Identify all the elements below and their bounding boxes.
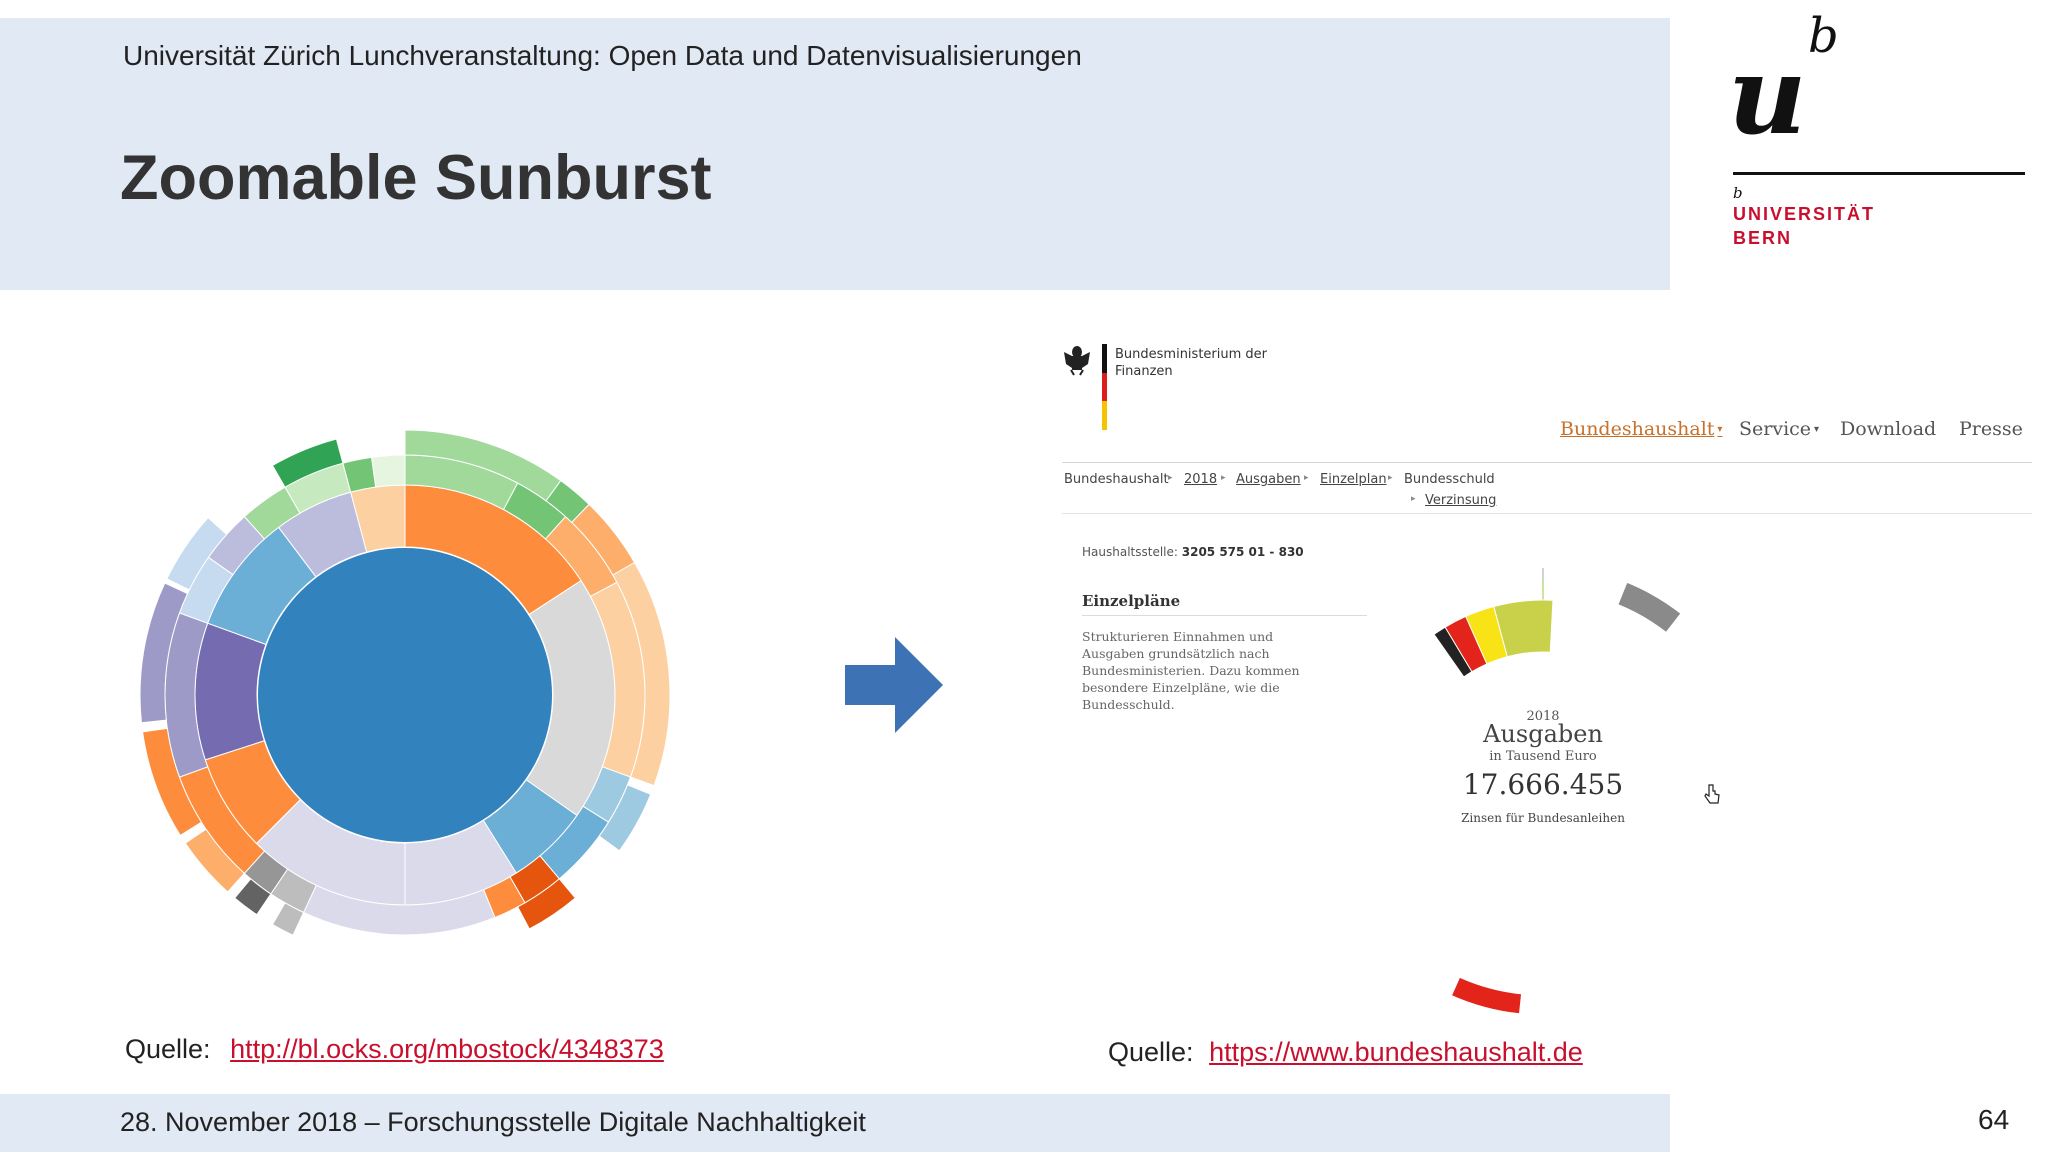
sunburst-ring3-segment [598, 784, 652, 852]
federal-eagle-icon [1064, 346, 1090, 376]
logo-mark-b: b [1808, 8, 1839, 64]
source-right-label: Quelle: [1108, 1037, 1194, 1067]
haushaltsstelle-label: Haushaltsstelle: [1082, 545, 1178, 559]
donut-outer-dark-segment [1617, 581, 1682, 634]
bundeshaushalt-screenshot: Bundesministerium der Finanzen Bundeshau… [1058, 330, 2038, 1020]
breadcrumb-item-4: Bundesschuld [1404, 472, 1495, 487]
logo-mark-u: u [1728, 33, 1807, 159]
logo-rule [1733, 172, 2025, 175]
ministry-name: Bundesministerium der Finanzen [1115, 347, 1268, 379]
breadcrumb-item-5[interactable]: Verzinsung [1425, 493, 1497, 508]
donut-center-caption: Zinsen für Bundesanleihen [1461, 811, 1625, 825]
haushaltsstelle-value: 3205 575 01 - 830 [1181, 545, 1304, 559]
slide-subtitle: Universität Zürich Lunchveranstaltung: O… [123, 40, 1082, 71]
breadcrumb-separator-icon: ▸ [1388, 473, 1393, 483]
nav-item-0[interactable]: Bundeshaushalt ▾ [1560, 418, 1722, 440]
header-band [0, 18, 1670, 290]
sunburst-ring3-segment [612, 561, 671, 787]
haushaltsstelle: Haushaltsstelle: 3205 575 01 - 830 [1082, 545, 1304, 559]
caret-down-icon: ▾ [1814, 424, 1820, 435]
footer-band [0, 1094, 1670, 1152]
donut-center-unit: in Tausend Euro [1489, 749, 1597, 764]
source-right-link[interactable]: https://www.bundeshaushalt.de [1209, 1037, 1583, 1067]
einzelplaene-heading: Einzelpläne [1082, 592, 1181, 610]
source-left: Quelle: http://bl.ocks.org/mbostock/4348… [125, 1034, 664, 1065]
breadcrumb-item-0: Bundeshaushalt [1064, 472, 1169, 487]
donut-center-value: 17.666.455 [1463, 768, 1623, 801]
source-right: Quelle: https://www.bundeshaushalt.de [1108, 1037, 1583, 1068]
source-left-label: Quelle: [125, 1034, 211, 1064]
german-flag-bar [1102, 344, 1107, 430]
sunburst-center [258, 548, 552, 842]
sunburst-ring3-segment [184, 828, 246, 893]
nav-item-1[interactable]: Service ▾ [1739, 418, 1819, 440]
breadcrumb-divider [1062, 513, 2032, 514]
zoomable-sunburst-image [139, 429, 671, 936]
nav-divider [1062, 462, 2032, 463]
nav-item-label: Service [1739, 418, 1812, 440]
einzelplaene-description: Strukturieren Einnahmen und Ausgaben gru… [1082, 629, 1300, 712]
sunburst-ring3-segment [516, 878, 577, 930]
breadcrumb-item-1[interactable]: 2018 [1184, 472, 1218, 487]
nav-item-3[interactable]: Presse [1959, 418, 2023, 440]
slide-title: Zoomable Sunburst [120, 143, 712, 213]
nav-item-2[interactable]: Download [1840, 418, 1936, 440]
donut-hole [1406, 653, 1680, 927]
sunburst-ring3-segment [271, 902, 305, 936]
source-left-link[interactable]: http://bl.ocks.org/mbostock/4348373 [230, 1034, 664, 1064]
logo-small-b: b [1733, 184, 1743, 202]
donut-segment-olive [1493, 599, 1554, 658]
breadcrumb-separator-icon: ▸ [1304, 473, 1309, 483]
page-number: 64 [1978, 1104, 2010, 1135]
caret-down-icon: ▾ [1717, 424, 1723, 435]
breadcrumb-item-3[interactable]: Einzelplan [1320, 472, 1387, 487]
sunburst-ring3-segment [139, 582, 189, 724]
logo-word-universitaet: UNIVERSITÄT [1733, 204, 1876, 224]
donut-outer-red-segment [1450, 976, 1523, 1015]
footer-text: 28. November 2018 – Forschungsstelle Dig… [120, 1107, 866, 1137]
donut-center-label: Ausgaben [1482, 720, 1603, 748]
arrow-right-icon [845, 637, 943, 733]
sunburst-ring3-segment [166, 516, 228, 591]
logo-word-bern: BERN [1733, 228, 1793, 248]
sunburst-ring3-segment [233, 878, 272, 916]
nav-item-label: Bundeshaushalt [1560, 418, 1715, 440]
sunburst-ring3-segment [271, 438, 344, 488]
breadcrumb-separator-icon: ▸ [1411, 494, 1416, 504]
einzelplaene-divider [1082, 615, 1367, 616]
breadcrumb-separator-icon: ▸ [1168, 473, 1173, 483]
sunburst-ring2-segment [371, 454, 406, 488]
sunburst-ring1-segment [194, 622, 267, 761]
hand-cursor-icon [1704, 784, 1720, 804]
sunburst-ring3-segment [142, 727, 203, 837]
breadcrumb-item-2[interactable]: Ausgaben [1236, 472, 1301, 487]
breadcrumb-separator-icon: ▸ [1221, 473, 1226, 483]
nav-item-label: Download [1840, 418, 1937, 440]
nav-item-label: Presse [1959, 418, 2023, 440]
donut-center-year: 2018 [1526, 709, 1559, 724]
